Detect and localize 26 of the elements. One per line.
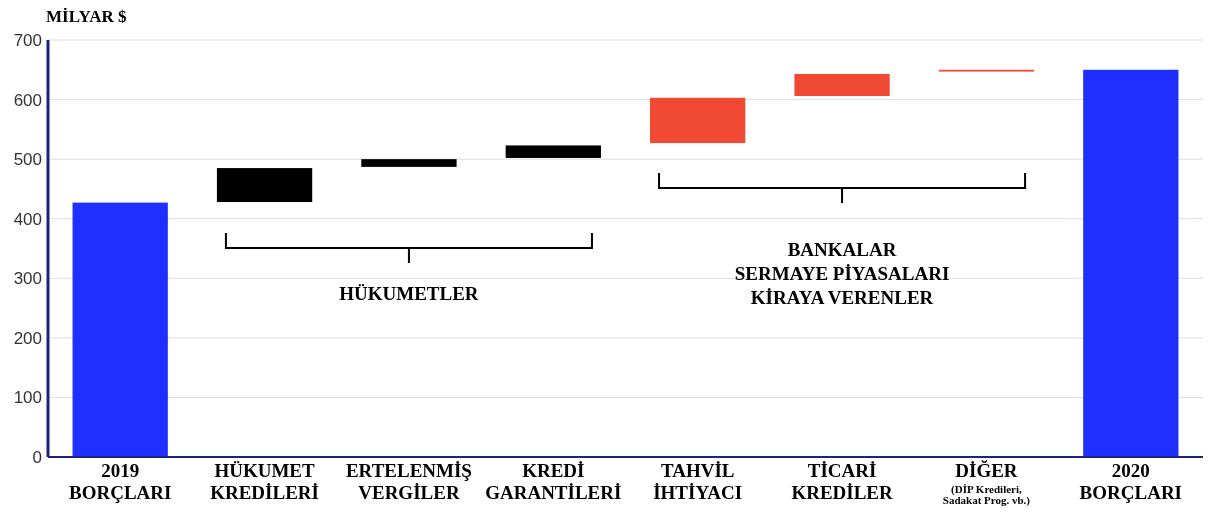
bar xyxy=(1083,69,1179,457)
y-tick-label: 700 xyxy=(13,30,42,50)
bar xyxy=(650,97,746,144)
x-tick-label: DİĞER (DİP Kredileri, Sadakat Prog. vb.) xyxy=(942,460,1031,507)
y-tick-label: 0 xyxy=(32,447,42,467)
x-tick-label: HÜKUMET KREDİLERİ xyxy=(210,460,319,503)
x-tick-label: TİCARİ KREDİLER xyxy=(791,460,894,503)
bar xyxy=(794,73,890,96)
x-tick-label: 2019 BORÇLARI xyxy=(68,460,172,503)
bar xyxy=(72,202,168,457)
y-tick-label: 300 xyxy=(13,269,42,289)
y-axis-title: MİLYAR $ xyxy=(46,7,127,26)
annotation: BANKALAR SERMAYE PİYASALARI KİRAYA VERENLER xyxy=(734,239,950,308)
y-tick-label: 200 xyxy=(13,328,42,348)
bar xyxy=(505,145,601,158)
annotation: HÜKUMETLER xyxy=(339,283,479,304)
y-tick-label: 100 xyxy=(13,388,42,408)
x-tick-label: KREDİ GARANTİLERİ xyxy=(485,460,622,503)
bar xyxy=(216,168,313,203)
y-tick-label: 400 xyxy=(13,209,42,229)
y-tick-label: 600 xyxy=(13,90,42,110)
x-tick-label: 2020 BORÇLARI xyxy=(1079,460,1183,503)
x-tick-label: ERTELENMİŞ VERGİLER xyxy=(345,460,472,503)
y-tick-label: 500 xyxy=(13,150,42,170)
bar xyxy=(361,159,457,167)
x-tick-label: TAHVİL İHTİYACI xyxy=(653,460,743,503)
